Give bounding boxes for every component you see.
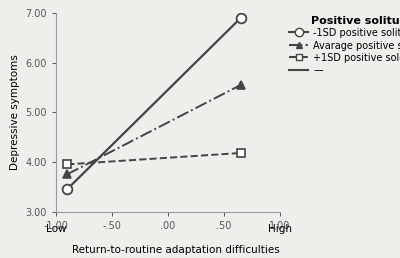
Text: Return-to-routine adaptation difficulties: Return-to-routine adaptation difficultie…	[72, 245, 280, 255]
Text: Low: Low	[46, 224, 66, 234]
Legend: -1SD positive solitude, Avarage positive solitude, +1SD positive soldtue, —: -1SD positive solitude, Avarage positive…	[287, 14, 400, 77]
Y-axis label: Depressive symptoms: Depressive symptoms	[10, 54, 20, 170]
Text: High: High	[268, 224, 292, 234]
